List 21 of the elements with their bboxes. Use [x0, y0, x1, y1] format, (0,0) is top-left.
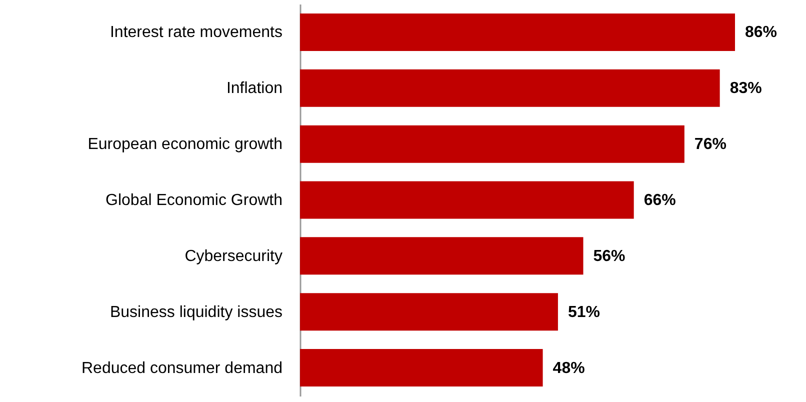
data-label: 56% [593, 248, 626, 265]
bar [300, 125, 684, 163]
bar [300, 237, 584, 275]
y-tick-label: Interest rate movements [110, 24, 282, 42]
y-tick-label: European economic growth [88, 136, 282, 154]
y-tick-label: Cybersecurity [184, 248, 282, 265]
y-tick-label: Business liquidity issues [110, 304, 282, 321]
y-tick-label: Reduced consumer demand [81, 360, 282, 377]
data-label: 51% [568, 304, 600, 321]
bar [300, 293, 558, 331]
data-label: 86% [745, 24, 778, 42]
bar [300, 14, 735, 51]
y-tick-label: Inflation [226, 80, 282, 98]
data-label: 48% [552, 360, 585, 377]
bar [300, 69, 720, 107]
data-label: 76% [694, 136, 726, 154]
y-tick-label: Global Economic Growth [106, 192, 282, 209]
data-label: 66% [644, 192, 676, 209]
data-label: 83% [730, 80, 762, 98]
bar [300, 181, 634, 219]
bar [300, 349, 543, 386]
